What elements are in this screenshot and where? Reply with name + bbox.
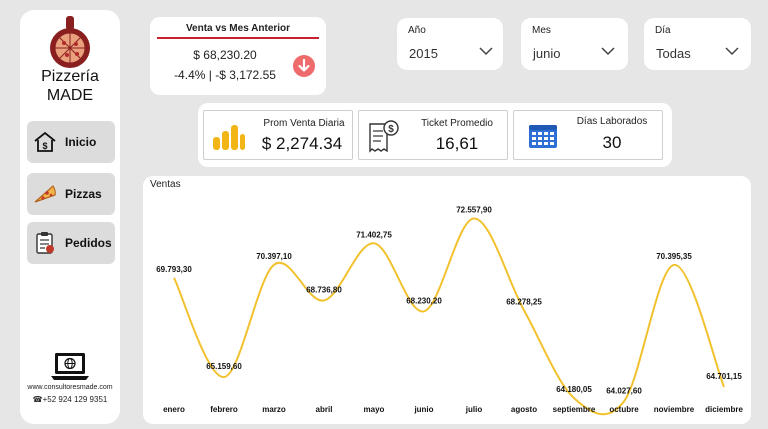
- kpi-ticket-promedio: $ Ticket Promedio 16,61: [358, 110, 508, 160]
- nav-inicio-button[interactable]: $ Inicio: [27, 121, 115, 163]
- slicer-dia-value: Todas: [656, 46, 691, 61]
- website-text: www.consultoresmade.com: [27, 384, 113, 391]
- svg-text:$: $: [42, 141, 47, 151]
- data-point-julio[interactable]: [471, 215, 477, 221]
- data-label-febrero: 65.159,60: [206, 362, 242, 371]
- series-line-ventas: [173, 217, 725, 416]
- venta-vs-mes-anterior-card: Venta vs Mes Anterior $ 68,230.20 -4.4% …: [150, 17, 326, 95]
- pizza-logo-icon: [50, 16, 90, 68]
- kpi-dias-laborados-label: Días Laborados: [576, 116, 648, 127]
- data-point-diciembre[interactable]: [721, 384, 727, 390]
- chevron-down-icon[interactable]: [725, 47, 739, 56]
- receipt-dollar-icon: $: [369, 120, 399, 153]
- nav-pizzas-button[interactable]: Pizzas: [27, 173, 115, 215]
- brand-name-line2: MADE: [46, 87, 94, 104]
- data-point-agosto[interactable]: [521, 307, 527, 313]
- slicer-anio-label: Año: [408, 25, 426, 36]
- nav-pedidos-label: Pedidos: [65, 236, 112, 250]
- down-arrow-icon: [293, 55, 315, 77]
- x-tick-label-julio: julio: [465, 405, 483, 414]
- nav-pedidos-button[interactable]: Pedidos: [27, 222, 115, 264]
- slicer-anio[interactable]: Año 2015: [397, 18, 503, 70]
- kpi-prom-venta-diaria-value: $ 2,274.34: [261, 134, 343, 153]
- chart-title: Ventas: [150, 179, 181, 190]
- x-tick-label-septiembre: septiembre: [553, 405, 596, 414]
- data-label-diciembre: 64.701,15: [706, 372, 742, 381]
- kpi-ticket-promedio-label: Ticket Promedio: [421, 118, 493, 129]
- ventas-chart-card: Ventas 69.793,30 enero 65.159,60 febrero 70.…: [143, 176, 751, 424]
- chevron-down-icon[interactable]: [479, 47, 493, 56]
- slicer-mes-label: Mes: [532, 25, 551, 36]
- x-tick-label-junio: junio: [413, 405, 433, 414]
- data-point-septiembre[interactable]: [571, 395, 577, 401]
- kpi-dias-laborados-value: 30: [602, 133, 622, 152]
- data-label-septiembre: 64.180,05: [556, 385, 592, 394]
- website-laptop-icon: [51, 353, 89, 380]
- house-money-icon: $: [34, 131, 56, 152]
- x-tick-label-agosto: agosto: [511, 405, 537, 414]
- data-point-febrero[interactable]: [221, 374, 227, 380]
- svg-text:$: $: [388, 124, 394, 135]
- nav-inicio-label: Inicio: [65, 135, 97, 149]
- kpi-prom-venta-diaria: Prom Venta Diaria $ 2,274.34: [203, 110, 353, 160]
- data-point-enero[interactable]: [171, 275, 177, 281]
- x-tick-label-febrero: febrero: [210, 405, 238, 414]
- x-tick-label-abril: abril: [316, 405, 333, 414]
- x-tick-label-octubre: octubre: [609, 405, 639, 414]
- calendar-icon: [529, 125, 557, 148]
- venta-card-change: -4.4% | -$ 3,172.55: [174, 68, 276, 82]
- kpi-dias-laborados: Días Laborados 30: [513, 110, 663, 160]
- slicer-anio-value: 2015: [409, 46, 438, 61]
- data-label-enero: 69.793,30: [156, 265, 192, 274]
- x-tick-label-noviembre: noviembre: [654, 405, 695, 414]
- venta-card-amount: $ 68,230.20: [193, 48, 257, 62]
- kpi-ticket-promedio-value: 16,61: [435, 134, 479, 153]
- x-tick-label-marzo: marzo: [262, 405, 286, 414]
- phone-text: ☎+52 924 129 9351: [32, 395, 108, 404]
- data-point-octubre[interactable]: [621, 398, 627, 404]
- data-label-junio: 68.230,20: [406, 296, 442, 305]
- x-tick-label-mayo: mayo: [364, 405, 385, 414]
- data-label-abril: 68.736,80: [306, 285, 342, 294]
- data-point-marzo[interactable]: [271, 262, 277, 268]
- data-label-mayo: 71.402,75: [356, 230, 392, 239]
- kpi-prom-venta-diaria-label: Prom Venta Diaria: [263, 118, 345, 129]
- data-label-julio: 72.557,90: [456, 205, 492, 214]
- data-label-agosto: 68.278,25: [506, 297, 542, 306]
- bar-chart-icon: [213, 125, 245, 150]
- data-point-noviembre[interactable]: [671, 262, 677, 268]
- data-label-noviembre: 70.395,35: [656, 252, 692, 261]
- data-point-abril[interactable]: [321, 297, 327, 303]
- x-tick-label-enero: enero: [163, 405, 185, 414]
- nav-pizzas-label: Pizzas: [65, 187, 102, 201]
- venta-card-title: Venta vs Mes Anterior: [185, 23, 291, 34]
- venta-card-accent-line: [157, 37, 319, 39]
- slicer-mes-value: junio: [533, 46, 561, 61]
- pizza-slice-icon: [34, 185, 56, 203]
- order-clipboard-icon: [36, 232, 54, 254]
- chevron-down-icon[interactable]: [601, 47, 615, 56]
- slicer-mes[interactable]: Mes junio: [521, 18, 628, 70]
- x-tick-label-diciembre: diciembre: [705, 405, 743, 414]
- ventas-line-chart: 69.793,30 enero 65.159,60 febrero 70.397,10 m…: [156, 205, 743, 416]
- data-point-mayo[interactable]: [371, 240, 377, 246]
- slicer-dia[interactable]: Día Todas: [644, 18, 751, 70]
- sidebar: Pizzería MADE $ Inicio Pizzas Pedidos: [20, 10, 120, 424]
- slicer-dia-label: Día: [655, 25, 671, 36]
- brand-name-line1: Pizzería: [41, 68, 99, 85]
- data-label-octubre: 64.027,60: [606, 386, 642, 395]
- data-label-marzo: 70.397,10: [256, 252, 292, 261]
- data-point-junio[interactable]: [421, 308, 427, 314]
